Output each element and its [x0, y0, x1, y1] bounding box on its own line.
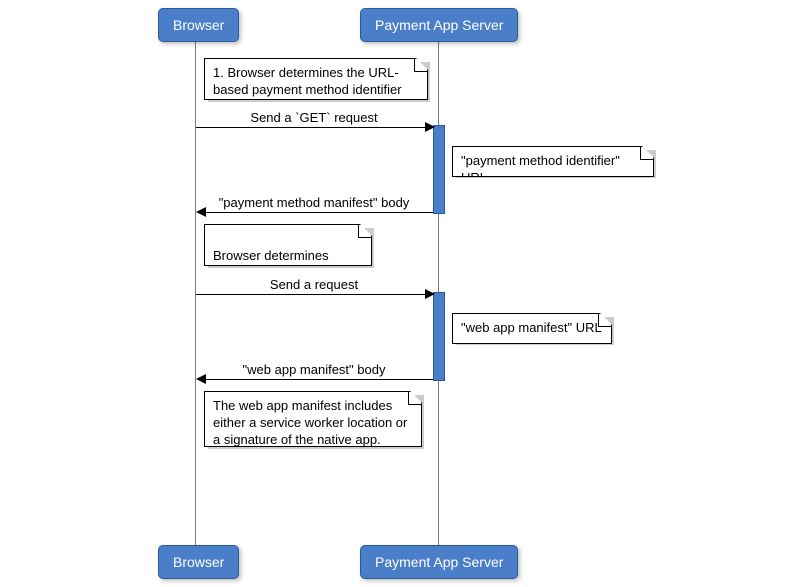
- participant-browser-bottom: Browser: [158, 545, 239, 579]
- message-label-send-req: Send a request: [195, 277, 433, 292]
- message-line: [206, 212, 433, 213]
- message-line: [196, 294, 425, 295]
- note-wam-includes: The web app manifest includes either a s…: [204, 391, 422, 447]
- message-label-get: Send a `GET` request: [195, 110, 433, 125]
- arrow-left-icon: [196, 207, 206, 217]
- arrow-right-icon: [425, 122, 435, 132]
- note-web-app-url: Browser determines the web app manifest …: [204, 224, 372, 266]
- arrow-right-icon: [425, 289, 435, 299]
- note-text: 1. Browser determines the URL-based paym…: [213, 65, 402, 97]
- note-pmi-url: "payment method identifier" URL: [452, 146, 654, 177]
- note-text: "web app manifest" URL: [461, 320, 602, 335]
- message-label-wam-body: "web app manifest" body: [195, 362, 433, 377]
- note-step1: 1. Browser determines the URL-based paym…: [204, 58, 428, 100]
- arrow-left-icon: [196, 374, 206, 384]
- activation-server-2: [433, 292, 445, 381]
- note-text: "payment method identifier" URL: [461, 153, 620, 185]
- participant-browser-top: Browser: [158, 8, 239, 42]
- note-text: The web app manifest includes either a s…: [213, 398, 407, 447]
- message-line: [206, 379, 433, 380]
- message-label-pmm-body: "payment method manifest" body: [195, 195, 433, 210]
- activation-server-1: [433, 125, 445, 214]
- participant-server-bottom: Payment App Server: [360, 545, 518, 579]
- sequence-diagram: Browser Payment App Server Browser Payme…: [0, 0, 800, 587]
- participant-server-top: Payment App Server: [360, 8, 518, 42]
- message-line: [196, 127, 425, 128]
- note-wam-url: "web app manifest" URL: [452, 313, 612, 344]
